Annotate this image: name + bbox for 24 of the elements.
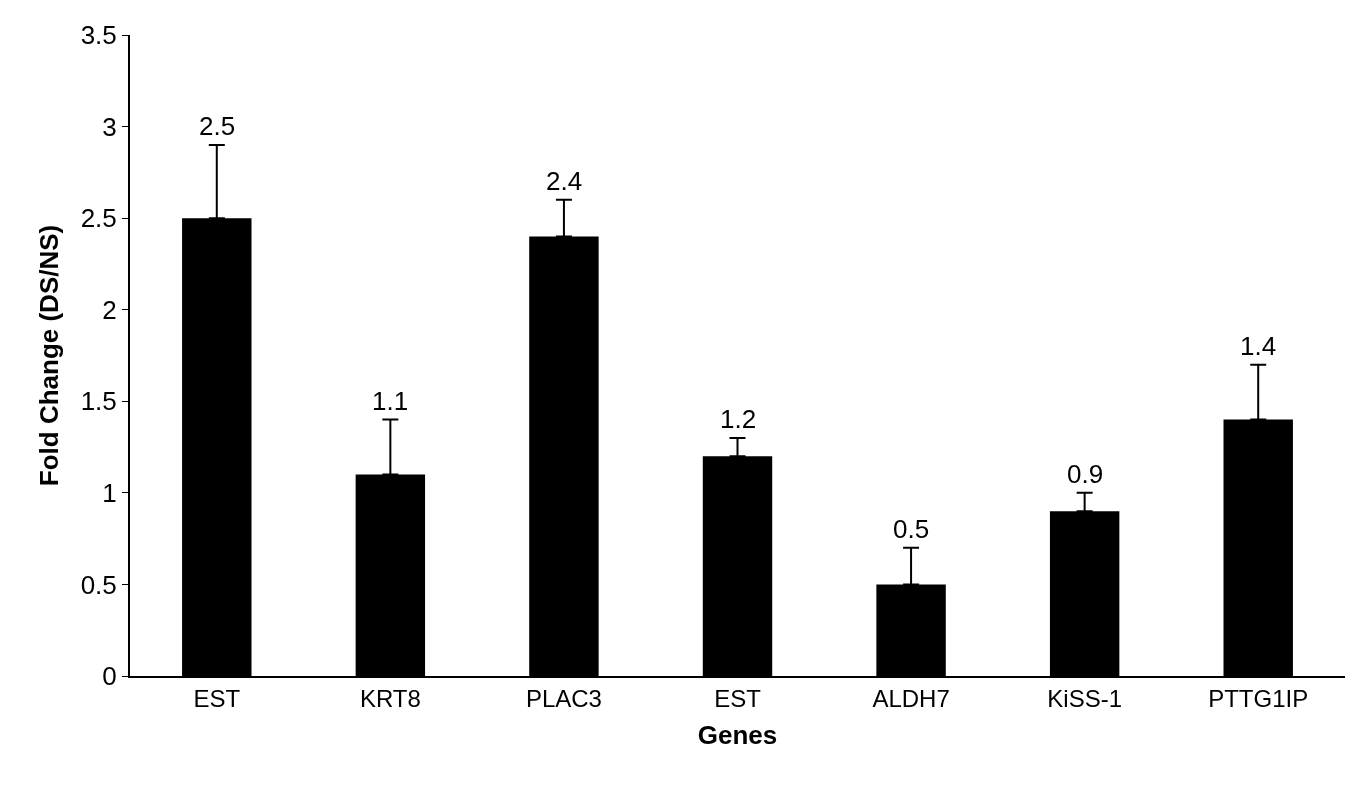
y-tick-label: 2.5 xyxy=(80,203,117,234)
y-tick-label: 1 xyxy=(102,477,117,508)
y-tick-label: 3.5 xyxy=(80,20,117,51)
y-tick-label: 0.5 xyxy=(80,569,117,600)
x-tick-label: KiSS-1 xyxy=(1047,684,1122,712)
data-label: 1.1 xyxy=(372,386,409,416)
x-tick-label: EST xyxy=(193,684,241,712)
y-tick-label: 0 xyxy=(102,661,117,692)
x-axis-title: Genes xyxy=(697,720,778,750)
data-label: 0.5 xyxy=(893,514,930,544)
y-tick-label: 2 xyxy=(102,294,117,325)
y-tick-label: 1.5 xyxy=(80,386,117,417)
y-axis-title: Fold Change (DS/NS) xyxy=(33,224,64,487)
x-tick-label: PLAC3 xyxy=(525,684,602,712)
x-tick-label: KRT8 xyxy=(359,684,421,712)
data-label: 2.4 xyxy=(546,166,583,196)
data-label: 2.5 xyxy=(199,111,236,141)
data-label: 1.4 xyxy=(1240,331,1277,361)
y-tick-label: 3 xyxy=(102,111,117,142)
x-tick-label: ALDH7 xyxy=(872,684,950,712)
data-label: 1.2 xyxy=(720,404,757,434)
data-label: 0.9 xyxy=(1067,459,1104,489)
x-tick-label: PTTG1IP xyxy=(1208,684,1309,712)
x-tick-label: EST xyxy=(714,684,762,712)
